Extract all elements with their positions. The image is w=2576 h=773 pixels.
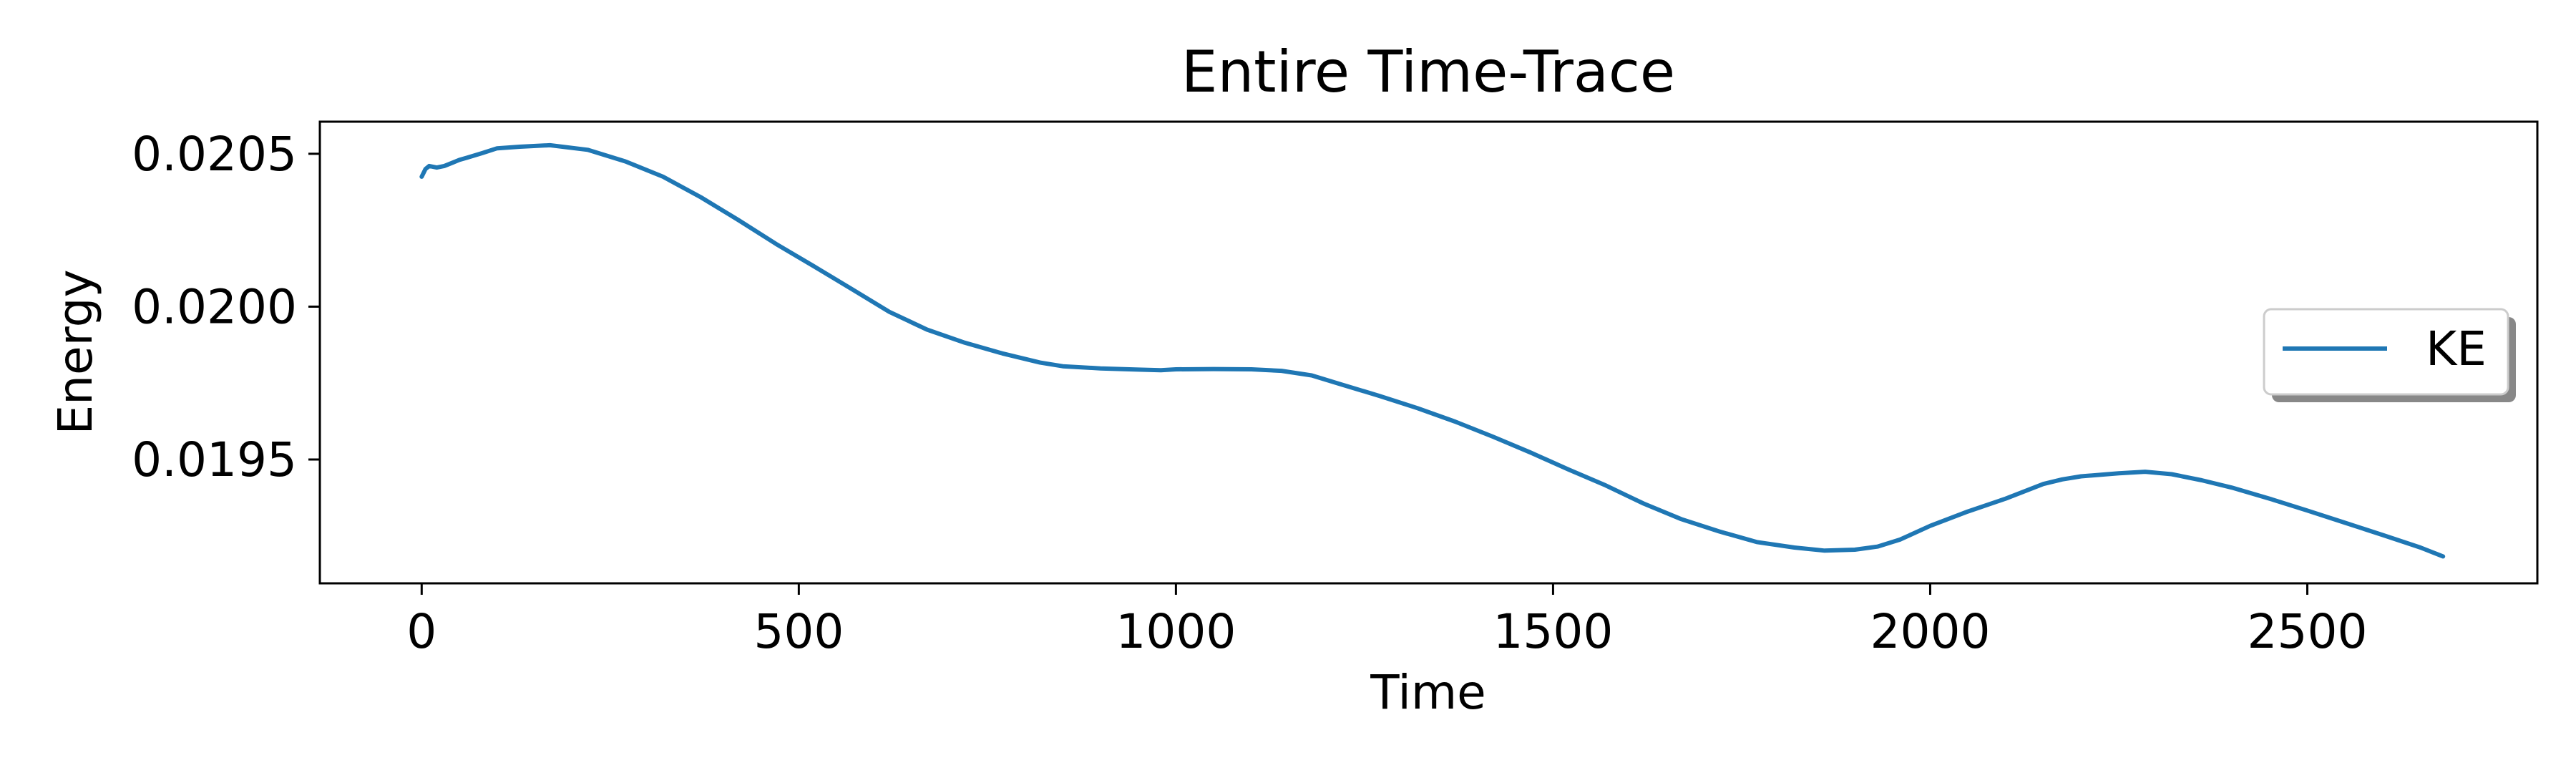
y-axis-label: Energy [48,269,103,434]
legend-label-ke: KE [2426,321,2487,376]
x-tick-label: 2000 [1870,604,1990,659]
legend: KE [2263,308,2516,402]
y-tick-label: 0.0200 [132,279,297,334]
x-tick-label: 0 [406,604,436,659]
plot-frame [318,120,2539,585]
x-axis-ticks: 0 500 1000 1500 2000 2500 [406,583,2367,659]
series-line-ke [419,142,2446,559]
chart-title: Entire Time-Trace [1181,39,1675,105]
y-axis-ticks: 0.0195 0.0200 0.0205 [132,127,320,487]
x-tick-label: 1500 [1493,604,1613,659]
x-axis-label: Time [1370,665,1486,720]
y-tick-label: 0.0195 [132,432,297,487]
x-tick-label: 2500 [2248,604,2368,659]
plot-area [419,142,2446,559]
x-tick-label: 500 [753,604,844,659]
legend-box [2263,308,2509,396]
x-tick-label: 1000 [1116,604,1236,659]
y-tick-label: 0.0205 [132,127,297,182]
